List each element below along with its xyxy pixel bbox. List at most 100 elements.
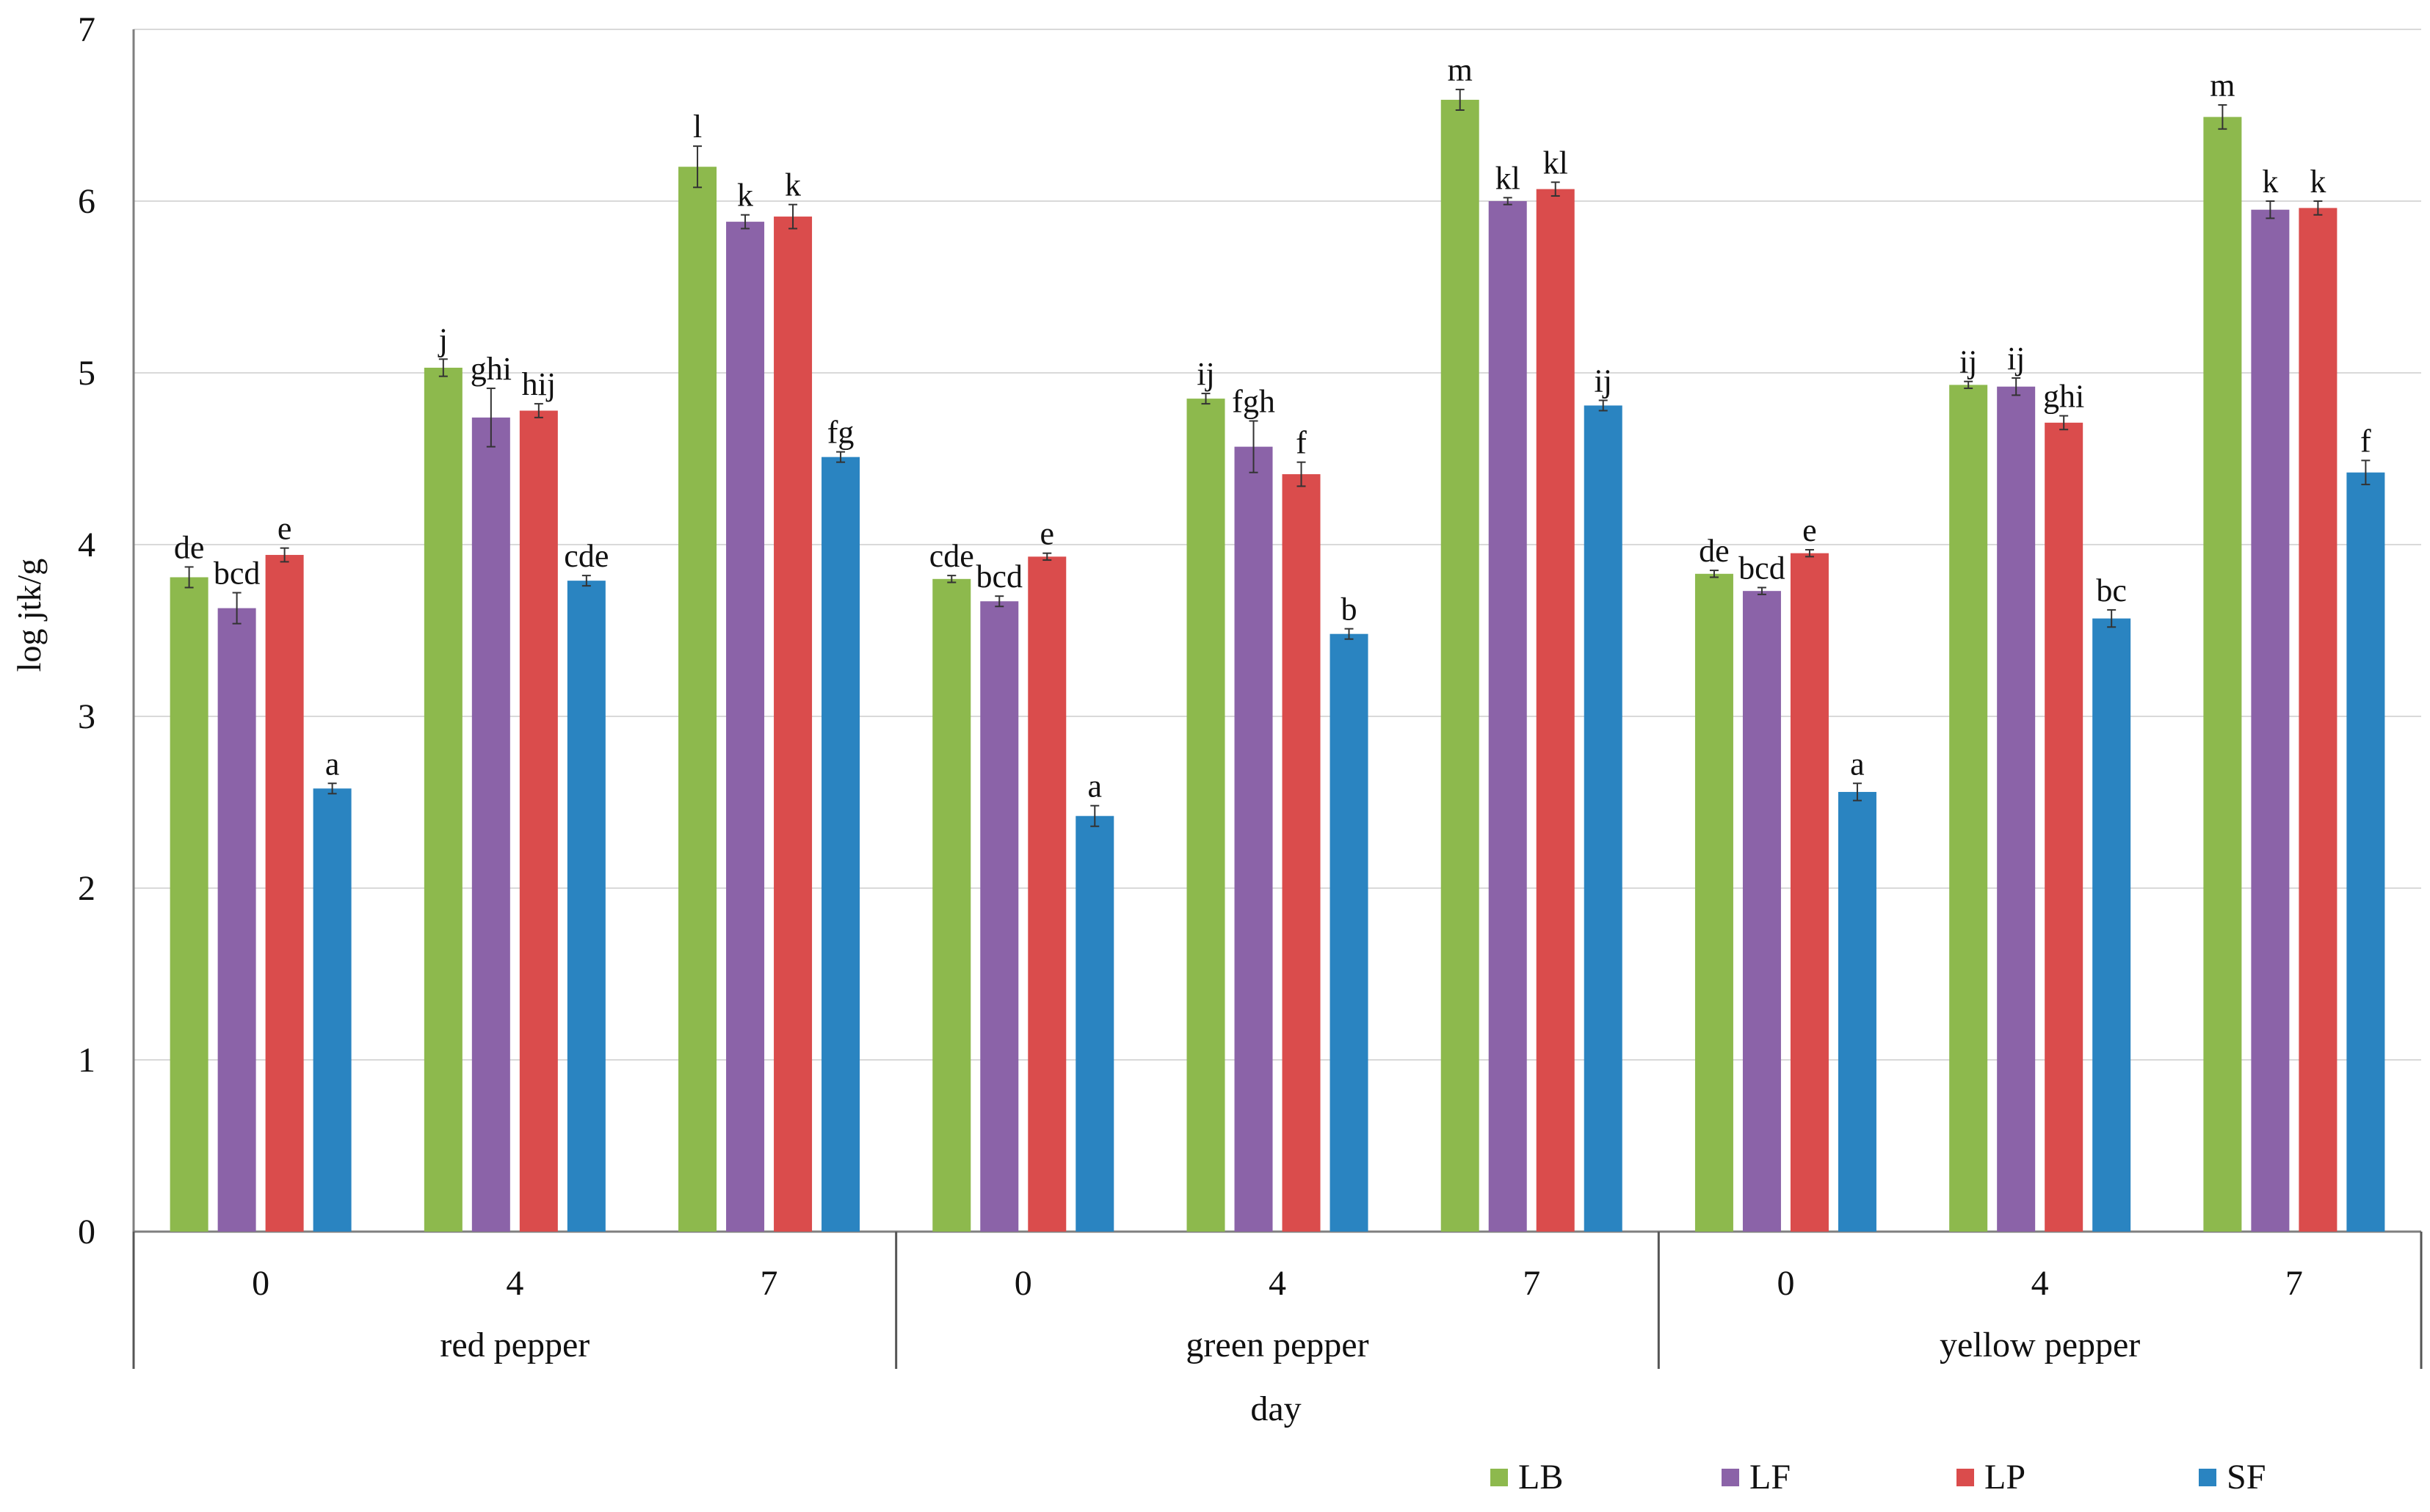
group-label: red pepper: [440, 1326, 590, 1364]
bar-lp: [2045, 422, 2083, 1232]
bar-lb: [1440, 99, 1479, 1232]
significance-label: a: [1850, 746, 1865, 782]
significance-label: kl: [1543, 145, 1568, 181]
y-tick-label: 5: [78, 354, 95, 393]
bar-lf: [980, 601, 1019, 1232]
legend-label: LF: [1749, 1458, 1791, 1497]
significance-label: f: [1296, 425, 1307, 461]
x-tick-label: 0: [252, 1264, 269, 1303]
y-tick-label: 6: [78, 182, 95, 221]
significance-label: l: [693, 109, 702, 145]
group-label: green pepper: [1186, 1326, 1368, 1364]
significance-label: cde: [564, 538, 609, 574]
bar-lb: [678, 167, 717, 1232]
bar-lb: [424, 367, 463, 1232]
y-tick-label: 0: [78, 1213, 95, 1251]
y-axis-title: log jtk/g: [10, 559, 48, 672]
x-tick-label: 7: [2285, 1264, 2303, 1303]
x-tick-label: 0: [1777, 1264, 1794, 1303]
axes: 0 1 2 3 4 5 6 7 red pepper 0 4 7 green pepper 0 4 7 yell…: [78, 10, 2423, 1369]
significance-label: bcd: [1738, 550, 1785, 586]
significance-label: bcd: [214, 556, 261, 592]
legend-swatch-sf: [2199, 1469, 2216, 1486]
bar-lp: [519, 410, 558, 1232]
bar-lf: [726, 222, 765, 1232]
significance-label: de: [1699, 533, 1730, 569]
significance-label: ghi: [471, 351, 512, 387]
bars: [170, 88, 2385, 1232]
significance-label: a: [325, 746, 340, 782]
significance-label: ghi: [2043, 379, 2084, 415]
significance-label: ij: [1197, 356, 1214, 392]
bar-lp: [1790, 553, 1829, 1232]
bar-sf: [1838, 791, 1876, 1232]
bar-lf: [217, 608, 256, 1232]
significance-label: fg: [827, 415, 855, 451]
bar-lb: [1694, 573, 1733, 1232]
significance-label: e: [1802, 512, 1817, 548]
x-tick-label: 7: [761, 1264, 778, 1303]
bar-lf: [471, 417, 510, 1232]
bar-sf: [2092, 618, 2131, 1232]
bar-lb: [170, 577, 208, 1232]
bar-sf: [2346, 472, 2385, 1232]
y-tick-label: 3: [78, 697, 95, 736]
bar-lf: [2251, 209, 2290, 1232]
legend: LB LF LP SF: [1490, 1458, 2266, 1497]
significance-label: e: [1040, 516, 1055, 552]
y-tick-label: 7: [78, 10, 95, 49]
bar-sf: [1584, 405, 1622, 1232]
significance-label: f: [2360, 423, 2371, 459]
legend-swatch-lf: [1722, 1469, 1739, 1486]
bar-lp: [1028, 556, 1067, 1232]
significance-label: k: [785, 167, 801, 203]
y-tick-label: 4: [78, 526, 95, 564]
legend-label: LB: [1518, 1458, 1563, 1497]
bar-lb: [2203, 117, 2242, 1232]
bar-lf: [1997, 386, 2036, 1232]
x-tick-label: 7: [1523, 1264, 1540, 1303]
bar-lp: [1282, 474, 1321, 1232]
legend-label: LP: [1984, 1458, 2025, 1497]
bar-lb: [932, 578, 971, 1232]
significance-label: k: [2262, 164, 2278, 200]
significance-label: de: [174, 529, 205, 565]
bar-lp: [1536, 189, 1575, 1232]
x-tick-label: 4: [1269, 1264, 1286, 1303]
significance-label: bcd: [976, 559, 1023, 595]
bar-sf: [567, 581, 606, 1232]
y-tick-label: 2: [78, 869, 95, 908]
group-label: yellow pepper: [1940, 1326, 2140, 1364]
bar-lf: [1488, 201, 1527, 1232]
bar-lp: [2299, 208, 2337, 1232]
significance-label: m: [1448, 52, 1473, 88]
bar-lp: [265, 555, 304, 1232]
legend-swatch-lp: [1956, 1469, 1974, 1486]
significance-label: k: [737, 178, 753, 214]
bar-lb: [1949, 385, 1988, 1232]
significance-label: hij: [522, 366, 556, 402]
bar-sf: [1076, 815, 1114, 1232]
bar-lf: [1742, 591, 1781, 1232]
significance-label: cde: [929, 538, 974, 574]
significance-label: ij: [1594, 363, 1611, 399]
significance-label: b: [1341, 592, 1357, 628]
significance-label: e: [278, 511, 292, 547]
y-tick-label: 1: [78, 1041, 95, 1080]
significance-label: bc: [2096, 573, 2127, 608]
significance-label: ij: [2007, 341, 2025, 377]
significance-label: fgh: [1232, 384, 1275, 420]
x-tick-label: 0: [1015, 1264, 1032, 1303]
bar-lf: [1234, 446, 1273, 1232]
gridlines: [134, 29, 2421, 1061]
x-tick-label: 4: [506, 1264, 523, 1303]
bar-sf: [822, 457, 860, 1232]
significance-label: kl: [1495, 160, 1520, 196]
bar-sf: [313, 788, 352, 1232]
significance-label: a: [1088, 768, 1103, 804]
legend-swatch-lb: [1490, 1469, 1508, 1486]
x-axis-title: day: [1250, 1389, 1301, 1428]
